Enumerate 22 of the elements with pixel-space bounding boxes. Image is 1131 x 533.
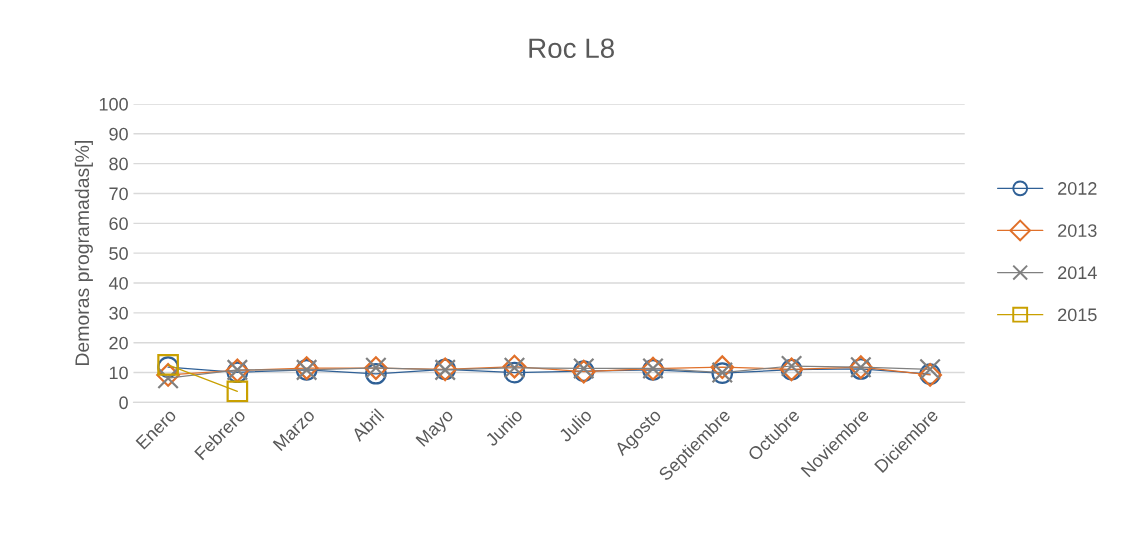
y-tick-label: 0 <box>119 396 128 410</box>
y-tick-label: 60 <box>109 217 128 231</box>
y-tick-label: 20 <box>109 336 128 350</box>
y-tick-label: 50 <box>109 247 128 260</box>
y-tick-label: 40 <box>108 276 128 290</box>
legend-label: 2012 <box>1058 182 1097 195</box>
y-tick-label: 30 <box>109 306 128 320</box>
y-tick-label: 100 <box>99 97 128 111</box>
legend-label: 2014 <box>1058 266 1097 280</box>
y-tick-label: 10 <box>109 366 128 380</box>
legend-label: 2013 <box>1058 224 1097 237</box>
chart-title: Roc L8 <box>529 38 614 59</box>
point <box>919 358 941 381</box>
y-tick-label: 90 <box>109 127 128 141</box>
point <box>710 355 735 380</box>
y-tick-label: 70 <box>109 187 128 201</box>
y-tick-label: 80 <box>109 157 128 171</box>
point <box>503 361 526 384</box>
point <box>365 362 387 385</box>
legend-label: 2015 <box>1058 308 1097 322</box>
point <box>226 380 249 403</box>
y-axis-title: Demoras programadas[%] <box>74 141 93 366</box>
